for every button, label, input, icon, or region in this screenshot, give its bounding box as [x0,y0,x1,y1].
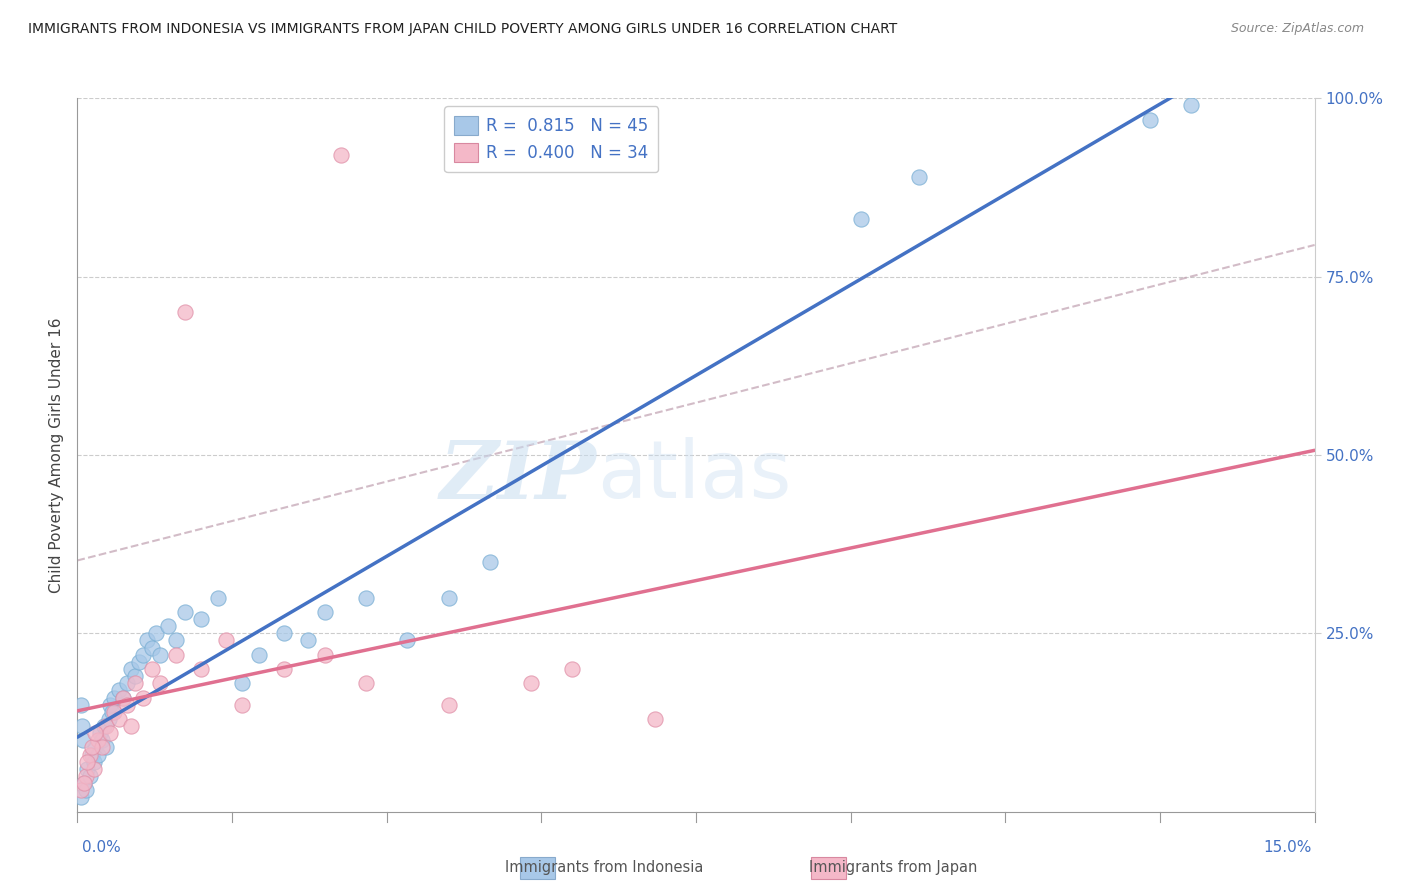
Point [103,690,125,705]
Point [82,740,104,755]
Point [97,712,120,726]
Point [93,719,115,733]
Point [96,719,118,733]
Point [190,662,212,676]
Point [82,747,104,762]
Point [136,633,159,648]
Point [330,148,353,162]
Text: IMMIGRANTS FROM INDONESIA VS IMMIGRANTS FROM JAPAN CHILD POVERTY AMONG GIRLS UND: IMMIGRANTS FROM INDONESIA VS IMMIGRANTS … [28,22,897,37]
Point [98,698,121,712]
Point [478,555,501,569]
Point [520,676,543,690]
Point [96,740,118,755]
Point [132,648,155,662]
Point [215,633,238,648]
Point [132,690,155,705]
Text: 0.0%: 0.0% [82,840,121,855]
Point [120,662,142,676]
Point [79,747,101,762]
Point [72,733,94,747]
Point [354,676,377,690]
Point [84,726,107,740]
Point [84,740,107,755]
Point [73,776,96,790]
Point [107,712,129,726]
Point [173,305,195,319]
Point [83,755,105,769]
Point [907,169,929,184]
Legend: R =  0.815   N = 45, R =  0.400   N = 34: R = 0.815 N = 45, R = 0.400 N = 34 [444,106,658,172]
Point [173,605,195,619]
Point [72,719,94,733]
Point [107,683,129,698]
Point [73,776,96,790]
Point [69,698,91,712]
Point [849,212,872,227]
Point [396,633,419,648]
Point [437,698,460,712]
Point [70,783,93,797]
Point [111,690,134,705]
Point [314,648,336,662]
Point [145,626,167,640]
Point [354,591,377,605]
Text: Immigrants from Indonesia: Immigrants from Indonesia [505,860,704,874]
Point [98,726,121,740]
Point [561,662,583,676]
Point [75,783,97,797]
Text: Source: ZipAtlas.com: Source: ZipAtlas.com [1230,22,1364,36]
Point [91,733,114,747]
Point [124,676,146,690]
Point [79,769,101,783]
Point [76,755,98,769]
Point [75,769,97,783]
Point [103,705,125,719]
Point [120,719,142,733]
Point [149,648,172,662]
Point [297,633,319,648]
Point [165,648,187,662]
Y-axis label: Child Poverty Among Girls Under 16: Child Poverty Among Girls Under 16 [49,318,65,592]
Text: Immigrants from Japan: Immigrants from Japan [808,860,977,874]
Point [70,790,93,805]
Point [207,591,229,605]
Point [89,726,111,740]
Point [314,605,336,619]
Point [231,698,253,712]
Point [141,662,163,676]
Point [124,669,146,683]
Point [273,662,295,676]
Point [91,740,114,755]
Point [115,676,138,690]
Point [111,690,134,705]
Point [1139,112,1161,127]
Point [101,705,124,719]
Text: atlas: atlas [598,437,792,516]
Point [437,591,460,605]
Point [128,655,150,669]
Point [190,612,212,626]
Point [76,762,98,776]
Point [83,762,105,776]
Point [149,676,172,690]
Point [231,676,253,690]
Point [1180,98,1202,112]
Point [165,633,187,648]
Text: 15.0%: 15.0% [1264,840,1312,855]
Point [157,619,180,633]
Point [141,640,163,655]
Point [644,712,666,726]
Point [87,747,110,762]
Text: ZIP: ZIP [440,438,598,515]
Point [247,648,270,662]
Point [115,698,138,712]
Point [87,733,110,747]
Point [273,626,295,640]
